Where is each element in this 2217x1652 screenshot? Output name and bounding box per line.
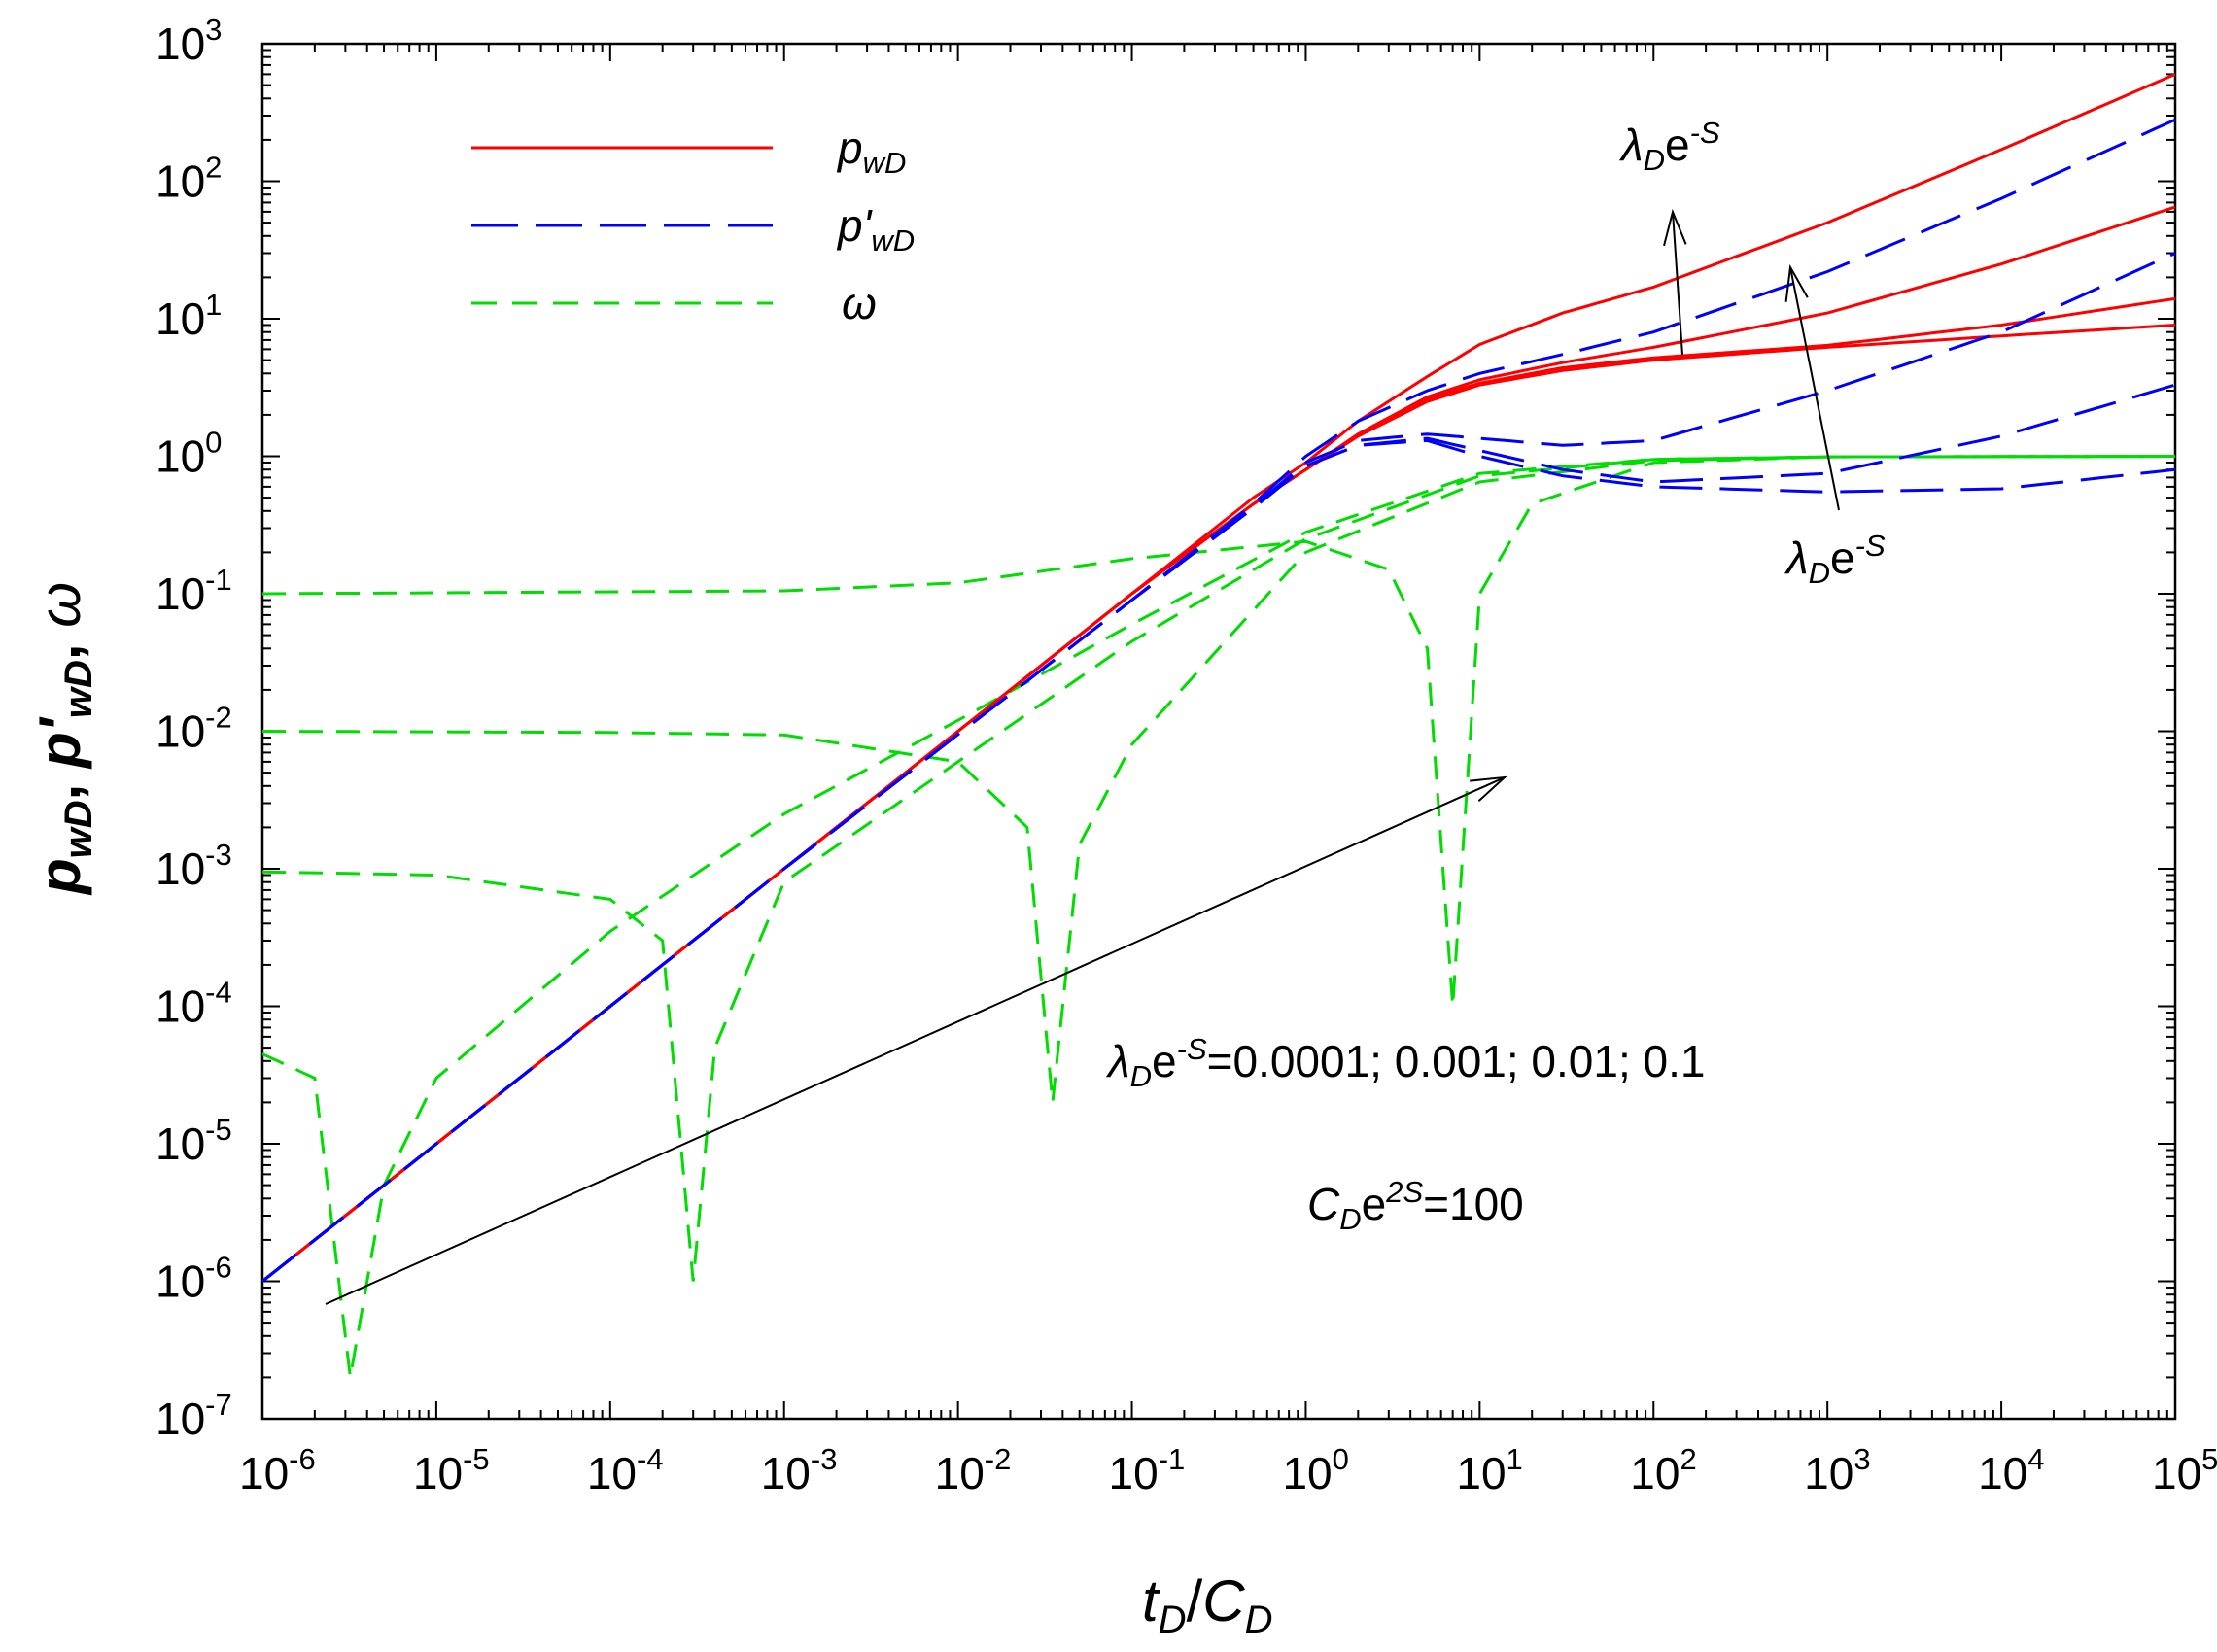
curve-omega-0.001 — [262, 455, 2175, 1282]
y-tick-label: 100 — [156, 426, 222, 482]
x-tick-label: 10-4 — [587, 1442, 664, 1498]
x-tick-label: 101 — [1456, 1442, 1522, 1498]
y-tick-labels: 10-7 10-6 10-5 10-4 10-3 10-2 10-1 100 101 102 103 — [156, 13, 232, 1444]
x-tick-label: 10-2 — [935, 1442, 1012, 1498]
arrow-lambda-diagonal — [325, 776, 1506, 1305]
x-tick-label: 10-5 — [413, 1442, 490, 1498]
arrow-label-top: λDe-S — [1618, 116, 1720, 177]
x-tick-label: 10-6 — [239, 1442, 316, 1498]
y-tick-label: 101 — [156, 288, 222, 344]
x-axis-title: tD/CD — [1142, 1568, 1272, 1641]
y-tick-label: 103 — [156, 13, 222, 69]
plot-frame — [260, 42, 2177, 1421]
curve-omega-0.01 — [262, 455, 2175, 1103]
legend: pwD p'wD ω — [471, 122, 915, 328]
annotation-arrows — [325, 208, 1840, 1305]
arrow-lambda-right-head — [1784, 263, 1809, 302]
cd-label: CDe2S=100 — [1307, 1175, 1524, 1236]
curve-dpwD-0.0001 — [262, 438, 2175, 1283]
y-tick-label: 10-4 — [156, 976, 232, 1032]
plot-curves — [262, 73, 2175, 1378]
curve-dpwD-0.001 — [262, 383, 2175, 1283]
x-tick-labels: 10-6 10-5 10-4 10-3 10-2 10-1 100 101 102 103 104 1… — [239, 1442, 2217, 1498]
legend-label-omega: ω — [842, 278, 877, 328]
arrow-label-right: λDe-S — [1784, 529, 1886, 590]
curve-omega-0.1 — [262, 455, 2175, 1007]
x-tick-label: 103 — [1804, 1442, 1870, 1498]
arrow-lambda-right — [1789, 266, 1840, 511]
y-tick-label: 10-3 — [156, 838, 232, 894]
legend-label-dpwd: p'wD — [836, 200, 915, 258]
curve-pwD-0.0001 — [262, 324, 2175, 1283]
x-tick-label: 10-3 — [761, 1442, 838, 1498]
arrow-lambda-top — [1672, 211, 1683, 356]
x-tick-label: 104 — [1978, 1442, 2044, 1498]
curve-dpwD-0.1 — [262, 118, 2175, 1283]
x-tick-label: 102 — [1630, 1442, 1696, 1498]
arrow-lambda-top-head — [1663, 208, 1687, 247]
y-tick-label: 10-5 — [156, 1113, 232, 1169]
tick-marks — [261, 43, 2176, 1420]
y-tick-label: 10-7 — [156, 1388, 232, 1444]
curve-pwD-0.01 — [262, 205, 2175, 1283]
curve-dpwD-0.01 — [262, 252, 2175, 1283]
y-tick-label: 102 — [156, 151, 222, 207]
y-tick-label: 10-1 — [156, 563, 232, 619]
lambda-values-label: λDe-S=0.0001; 0.001; 0.01; 0.1 — [1105, 1032, 1705, 1093]
curve-pwD-0.001 — [262, 296, 2175, 1283]
curve-omega-0.0001 — [262, 455, 2175, 1378]
y-tick-label: 10-2 — [156, 701, 232, 757]
x-tick-label: 10-1 — [1109, 1442, 1186, 1498]
x-tick-label: 105 — [2152, 1442, 2217, 1498]
x-tick-label: 100 — [1282, 1442, 1348, 1498]
legend-label-pwd: pwD — [836, 122, 906, 180]
curve-pwD-0.1 — [262, 73, 2175, 1283]
arrow-lambda-diagonal-head — [1470, 775, 1507, 803]
y-axis-title: pwD, p'wD, ω — [27, 582, 100, 896]
y-tick-label: 10-6 — [156, 1251, 232, 1307]
